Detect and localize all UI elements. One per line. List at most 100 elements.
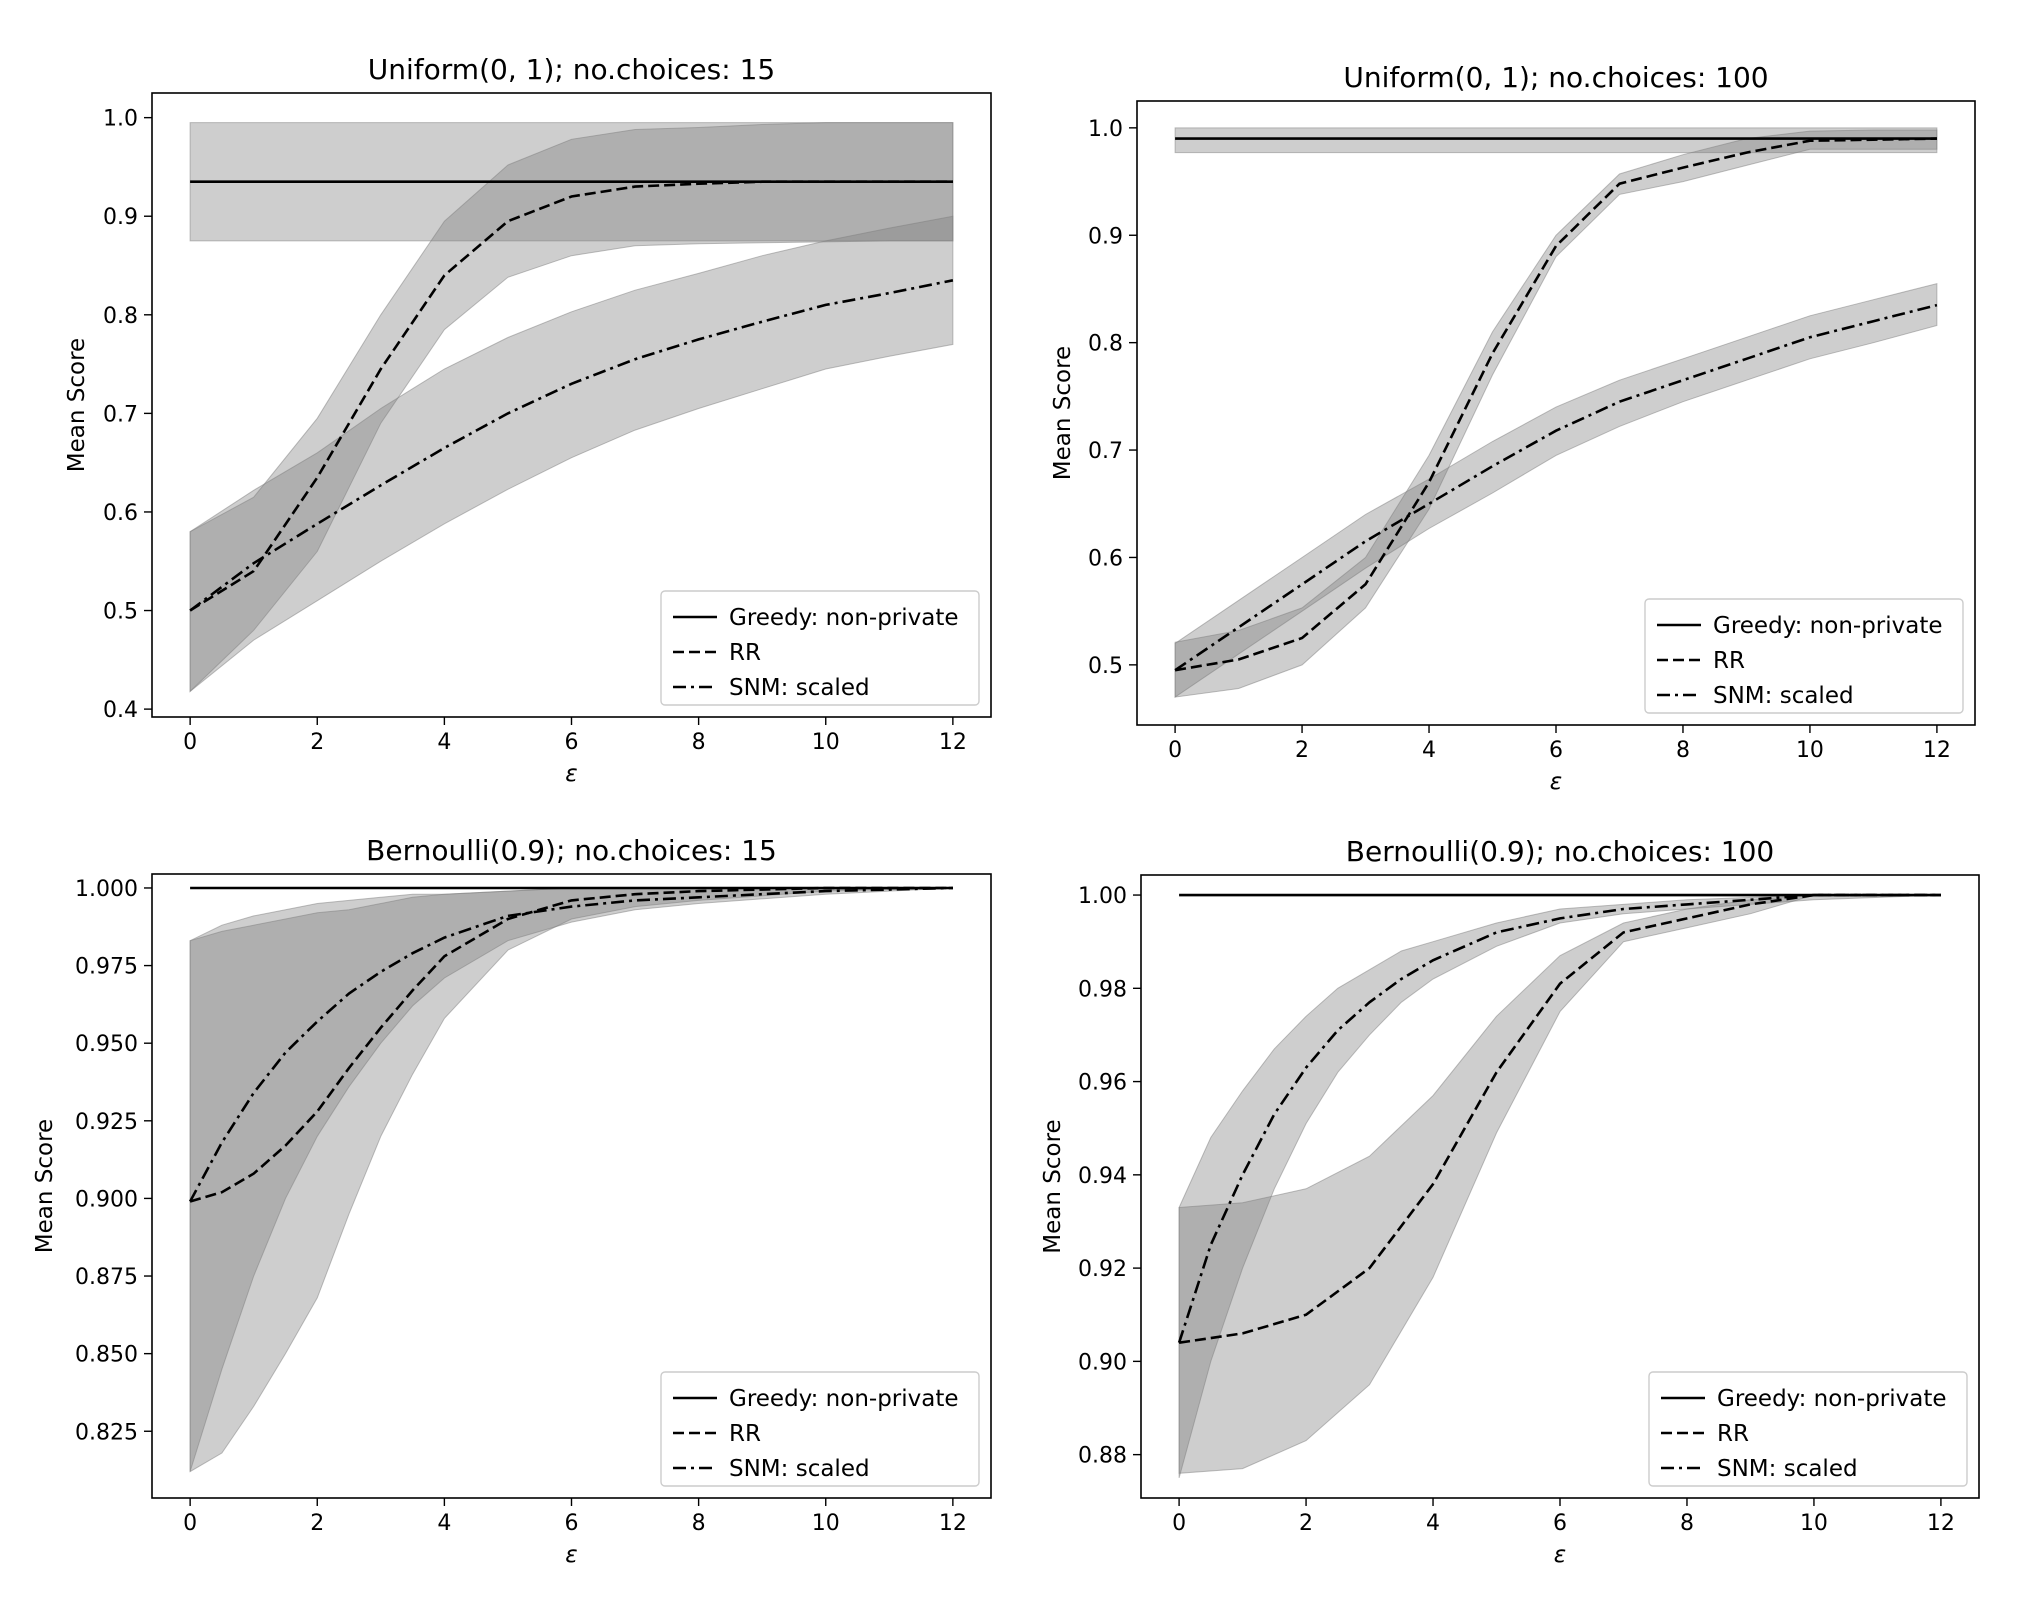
y-tick-label: 0.6 xyxy=(1088,546,1123,571)
series-line-1 xyxy=(1174,137,1937,672)
x-tick-label: 2 xyxy=(1299,1511,1313,1536)
y-tick-label: 0.94 xyxy=(1078,1164,1127,1189)
legend-label-0: Greedy: non-private xyxy=(1713,613,1943,639)
x-tick-label: 6 xyxy=(565,1511,579,1536)
x-tick-label: 0 xyxy=(1168,738,1182,763)
series-line-2 xyxy=(189,279,954,612)
y-tick-label: 0.98 xyxy=(1078,977,1127,1002)
band-2 xyxy=(1178,894,1941,1479)
x-tick-label: 10 xyxy=(1800,1511,1828,1536)
y-tick-label: 0.7 xyxy=(1088,439,1123,464)
y-tick-label: 0.825 xyxy=(75,1420,138,1445)
series-line-2 xyxy=(1177,893,1941,1344)
x-tick-label: 2 xyxy=(310,730,324,755)
series-line-1 xyxy=(189,886,953,1203)
band-2 xyxy=(189,887,953,1472)
x-tick-label: 4 xyxy=(1426,1511,1440,1536)
x-axis-label: ε xyxy=(1550,769,1562,795)
x-tick-label: 12 xyxy=(939,730,967,755)
x-tick-label: 12 xyxy=(1923,738,1951,763)
y-tick-label: 0.7 xyxy=(103,402,138,427)
x-tick-label: 4 xyxy=(1422,738,1436,763)
x-axis-label: ε xyxy=(1554,1542,1566,1568)
legend: Greedy: non-private RR SNM: scaled xyxy=(660,590,980,706)
y-axis-label: Mean Score xyxy=(1040,1119,1066,1253)
chart-panel-2: Uniform(0, 1); no.choices: 100 0 2 4 6 8 10 12 0… xyxy=(1050,61,1976,795)
band-1 xyxy=(1174,129,1938,698)
x-tick-label: 12 xyxy=(939,1511,967,1536)
legend-box xyxy=(1644,598,1964,714)
x-tick-label: 8 xyxy=(1676,738,1690,763)
legend-label-1: RR xyxy=(1713,648,1745,674)
chart-panel-1: Uniform(0, 1); no.choices: 15 0 2 4 6 8 10 12 0.… xyxy=(64,53,992,787)
x-tick-label: 2 xyxy=(310,1511,324,1536)
y-tick-label: 0.8 xyxy=(1088,332,1123,357)
x-axis-label: ε xyxy=(565,1542,577,1568)
legend-box xyxy=(660,590,980,706)
y-tick-label: 0.96 xyxy=(1078,1071,1127,1096)
chart-panel-4: Bernoulli(0.9); no.choices: 100 0 2 4 6 8 10 12… xyxy=(1040,835,1980,1568)
x-tick-label: 12 xyxy=(1927,1511,1955,1536)
series-line-2 xyxy=(1174,303,1938,672)
y-tick-label: 1.000 xyxy=(75,877,138,902)
legend-label-1: RR xyxy=(1717,1421,1749,1447)
legend-label-0: Greedy: non-private xyxy=(729,1386,959,1412)
y-tick-label: 0.9 xyxy=(103,205,138,230)
y-axis-label: Mean Score xyxy=(32,1119,58,1253)
y-axis-label: Mean Score xyxy=(1050,346,1076,480)
legend-label-2: SNM: scaled xyxy=(1717,1456,1858,1482)
series-line-1 xyxy=(189,180,953,612)
series-line-2 xyxy=(188,886,953,1203)
legend-label-1: RR xyxy=(729,640,761,666)
x-tick-label: 10 xyxy=(812,1511,840,1536)
band-0 xyxy=(1174,127,1938,154)
legend: Greedy: non-private RR SNM: scaled xyxy=(660,1371,980,1487)
y-tick-label: 0.975 xyxy=(75,955,138,980)
y-tick-label: 0.850 xyxy=(75,1343,138,1368)
legend: Greedy: non-private RR SNM: scaled xyxy=(1648,1371,1968,1487)
y-tick-label: 0.6 xyxy=(103,501,138,526)
band-2 xyxy=(189,215,954,693)
y-tick-label: 0.9 xyxy=(1088,224,1123,249)
x-tick-label: 0 xyxy=(183,1511,197,1536)
y-tick-label: 1.00 xyxy=(1078,884,1127,909)
y-tick-label: 0.900 xyxy=(75,1187,138,1212)
chart-panel-3: Bernoulli(0.9); no.choices: 15 0 2 4 6 8 10 12 0… xyxy=(32,834,992,1568)
legend-label-0: Greedy: non-private xyxy=(729,605,959,631)
x-tick-label: 6 xyxy=(1553,1511,1567,1536)
y-tick-label: 0.92 xyxy=(1078,1257,1127,1282)
y-tick-label: 0.88 xyxy=(1078,1444,1127,1469)
legend: Greedy: non-private RR SNM: scaled xyxy=(1644,598,1964,714)
x-tick-label: 4 xyxy=(437,730,451,755)
x-tick-label: 10 xyxy=(812,730,840,755)
y-tick-label: 0.925 xyxy=(75,1110,138,1135)
x-tick-label: 10 xyxy=(1796,738,1824,763)
legend-label-1: RR xyxy=(729,1421,761,1447)
y-tick-label: 0.4 xyxy=(103,698,138,723)
x-tick-label: 6 xyxy=(1549,738,1563,763)
chart-title: Uniform(0, 1); no.choices: 15 xyxy=(368,53,775,86)
y-tick-label: 0.950 xyxy=(75,1032,138,1057)
y-tick-label: 0.875 xyxy=(75,1265,138,1290)
x-tick-label: 2 xyxy=(1295,738,1309,763)
x-tick-label: 8 xyxy=(1680,1511,1694,1536)
legend-label-0: Greedy: non-private xyxy=(1717,1386,1947,1412)
y-tick-label: 1.0 xyxy=(103,107,138,132)
series-line-1 xyxy=(1178,893,1941,1344)
chart-title: Bernoulli(0.9); no.choices: 100 xyxy=(1346,835,1774,868)
y-tick-label: 0.5 xyxy=(103,600,138,625)
legend-label-2: SNM: scaled xyxy=(729,675,870,701)
legend-box xyxy=(1648,1371,1968,1487)
y-tick-label: 0.8 xyxy=(103,304,138,329)
legend-label-2: SNM: scaled xyxy=(1713,683,1854,709)
x-axis-label: ε xyxy=(565,761,577,787)
y-tick-label: 0.90 xyxy=(1078,1350,1127,1375)
y-tick-label: 0.5 xyxy=(1088,654,1123,679)
legend-box xyxy=(660,1371,980,1487)
x-tick-label: 4 xyxy=(437,1511,451,1536)
x-tick-label: 6 xyxy=(565,730,579,755)
chart-title: Bernoulli(0.9); no.choices: 15 xyxy=(366,834,777,867)
legend-label-2: SNM: scaled xyxy=(729,1456,870,1482)
y-tick-label: 1.0 xyxy=(1088,117,1123,142)
